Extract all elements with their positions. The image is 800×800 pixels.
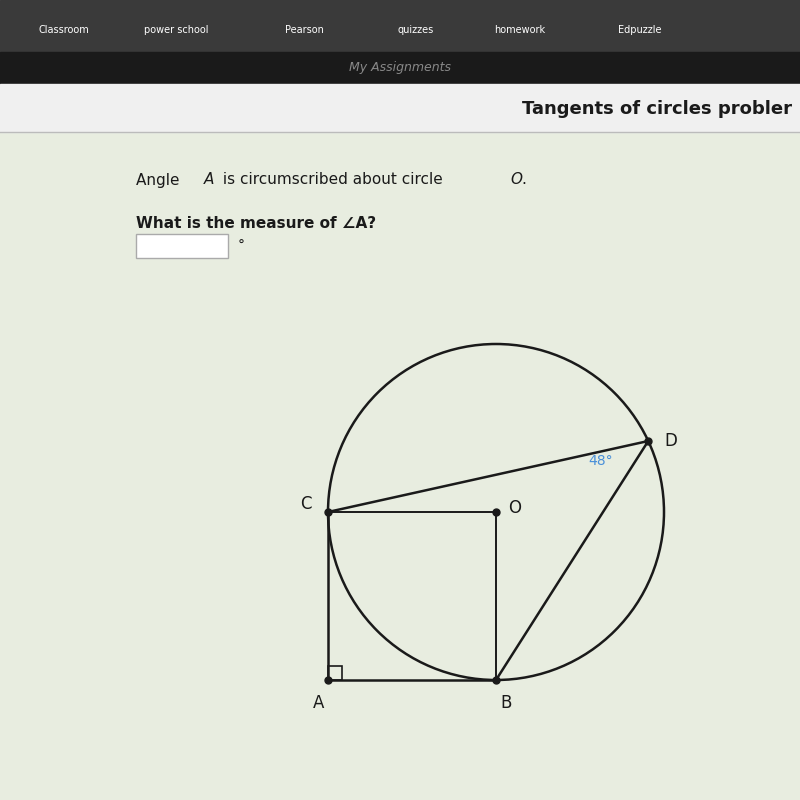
Bar	[0, 132, 800, 800]
Text: O: O	[510, 173, 522, 187]
Text: Pearson: Pearson	[285, 26, 323, 35]
Text: D: D	[664, 432, 677, 450]
Text: 48°: 48°	[588, 454, 613, 468]
Text: Classroom: Classroom	[38, 26, 90, 35]
Bar	[0, 0, 800, 52]
Text: homework: homework	[494, 26, 546, 35]
Text: is circumscribed about circle: is circumscribed about circle	[218, 173, 447, 187]
Text: power school: power school	[144, 26, 208, 35]
Text: O: O	[508, 499, 521, 517]
Text: Angle: Angle	[136, 173, 184, 187]
Text: A: A	[204, 173, 214, 187]
Text: °: °	[238, 238, 245, 253]
Text: B: B	[500, 694, 511, 712]
Bar	[328, 666, 342, 680]
Text: .: .	[522, 173, 526, 187]
Text: C: C	[301, 495, 312, 513]
Text: My Assignments: My Assignments	[349, 62, 451, 74]
Text: Edpuzzle: Edpuzzle	[618, 26, 662, 35]
Text: Tangents of circles probler: Tangents of circles probler	[522, 100, 792, 118]
Text: A: A	[313, 694, 324, 712]
Text: quizzes: quizzes	[398, 26, 434, 35]
Bar	[0, 84, 800, 132]
Text: What is the measure of ∠A?: What is the measure of ∠A?	[136, 217, 376, 231]
Bar	[0, 52, 800, 84]
Bar	[136, 234, 228, 258]
